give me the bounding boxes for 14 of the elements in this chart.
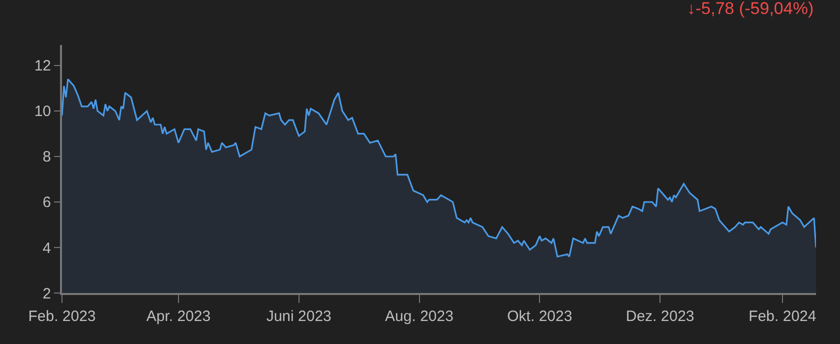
text: ↓-5,78 (-59,04%) [687, 0, 814, 18]
y-tick-label: 4 [42, 240, 51, 257]
x-tick-label: Dez. 2023 [626, 308, 694, 325]
x-tick-label: Juni 2023 [266, 308, 332, 325]
x-tick-label: Aug. 2023 [385, 308, 454, 325]
y-tick-label: 6 [42, 194, 51, 212]
y-tick-label: 12 [34, 58, 51, 75]
x-tick-label: Apr. 2023 [146, 308, 211, 325]
y-tick-label: 10 [34, 103, 51, 120]
y-tick-label: 2 [42, 285, 51, 302]
x-tick-label: Feb. 2023 [28, 308, 96, 325]
x-tick-label: Feb. 2024 [748, 308, 816, 325]
y-tick-label: 8 [42, 148, 51, 166]
x-tick-label: Okt. 2023 [507, 308, 572, 325]
